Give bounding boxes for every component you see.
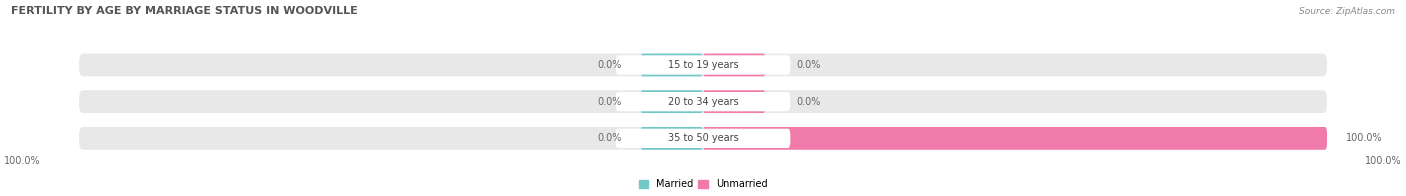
FancyBboxPatch shape [79, 90, 1327, 113]
FancyBboxPatch shape [703, 54, 765, 76]
FancyBboxPatch shape [616, 55, 790, 75]
FancyBboxPatch shape [641, 90, 703, 113]
Text: 100.0%: 100.0% [1346, 133, 1382, 143]
Text: 0.0%: 0.0% [797, 97, 821, 107]
Text: 100.0%: 100.0% [1365, 156, 1402, 166]
Text: 20 to 34 years: 20 to 34 years [668, 97, 738, 107]
Text: 0.0%: 0.0% [598, 60, 621, 70]
Text: 100.0%: 100.0% [4, 156, 41, 166]
FancyBboxPatch shape [703, 127, 1327, 150]
Text: 0.0%: 0.0% [598, 133, 621, 143]
Text: 15 to 19 years: 15 to 19 years [668, 60, 738, 70]
FancyBboxPatch shape [79, 127, 1327, 150]
Text: 35 to 50 years: 35 to 50 years [668, 133, 738, 143]
FancyBboxPatch shape [616, 129, 790, 148]
FancyBboxPatch shape [641, 54, 703, 76]
Text: FERTILITY BY AGE BY MARRIAGE STATUS IN WOODVILLE: FERTILITY BY AGE BY MARRIAGE STATUS IN W… [11, 6, 359, 16]
Text: 0.0%: 0.0% [797, 60, 821, 70]
Legend: Married, Unmarried: Married, Unmarried [638, 179, 768, 189]
Text: Source: ZipAtlas.com: Source: ZipAtlas.com [1299, 7, 1395, 16]
FancyBboxPatch shape [79, 54, 1327, 76]
Text: 0.0%: 0.0% [598, 97, 621, 107]
FancyBboxPatch shape [641, 127, 703, 150]
FancyBboxPatch shape [703, 90, 765, 113]
FancyBboxPatch shape [616, 92, 790, 111]
